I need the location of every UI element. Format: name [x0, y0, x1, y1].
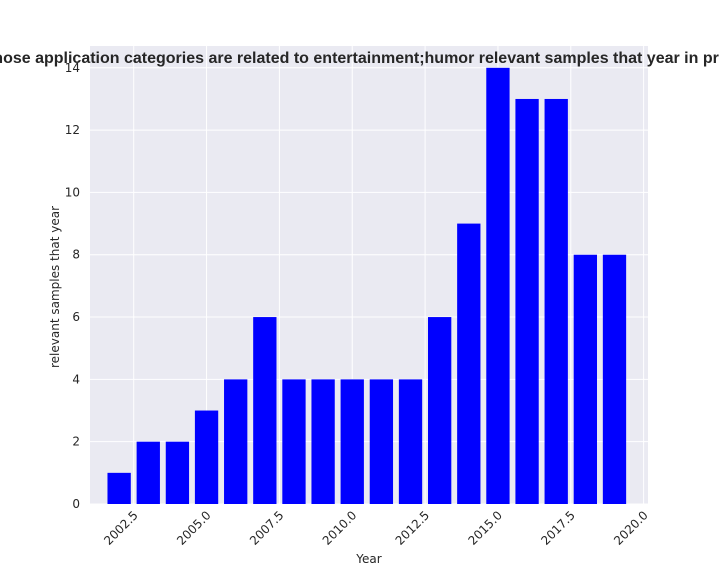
y-tick-label: 12: [65, 123, 80, 137]
bar-2005: [194, 410, 219, 504]
x-tick-label: 2005.0: [174, 508, 214, 548]
bar-2007: [253, 317, 277, 504]
bar-2018: [573, 254, 598, 504]
y-tick-label: 14: [65, 61, 80, 75]
y-tick-label: 2: [72, 435, 80, 449]
bar-2003: [136, 441, 160, 504]
x-tick-labels: 2002.5 2005.0 2007.5 2010.0 2012.5 2015.0 2017…: [101, 508, 651, 548]
x-tick-label: 2007.5: [247, 508, 287, 548]
bar-2012: [398, 379, 423, 504]
x-tick-label: 2010.0: [320, 508, 360, 548]
y-tick-label: 0: [72, 497, 80, 511]
x-axis-label: Year: [355, 552, 381, 566]
bar-2013: [428, 317, 452, 504]
y-axis-label: relevant samples that year: [48, 206, 62, 368]
bar-2015: [486, 67, 510, 505]
y-tick-label: 10: [65, 185, 80, 199]
bar-2014: [457, 223, 481, 504]
bar-2006: [224, 379, 248, 504]
y-tick-label: 8: [72, 248, 80, 262]
bar-2011: [369, 379, 394, 504]
x-tick-label: 2020.0: [611, 508, 651, 548]
y-tick-labels: 0 2 4 6 8 10 12 14: [65, 61, 80, 511]
bar-2004: [165, 441, 190, 504]
bars: [107, 67, 627, 505]
bar-2009: [311, 379, 335, 504]
bar-2008: [282, 379, 306, 504]
bar-2017: [544, 98, 568, 504]
x-tick-label: 2017.5: [538, 508, 578, 548]
x-tick-label: 2002.5: [101, 508, 141, 548]
bar-2010: [340, 379, 364, 504]
chart-title: Number of apps whose application categor…: [0, 50, 720, 67]
x-tick-label: 2012.5: [393, 508, 433, 548]
x-tick-label: 2015.0: [465, 508, 505, 548]
bar-2019: [602, 254, 627, 504]
bar-2002: [107, 472, 131, 504]
y-tick-label: 6: [72, 310, 80, 324]
y-tick-label: 4: [72, 372, 80, 386]
bar-2016: [515, 98, 539, 504]
